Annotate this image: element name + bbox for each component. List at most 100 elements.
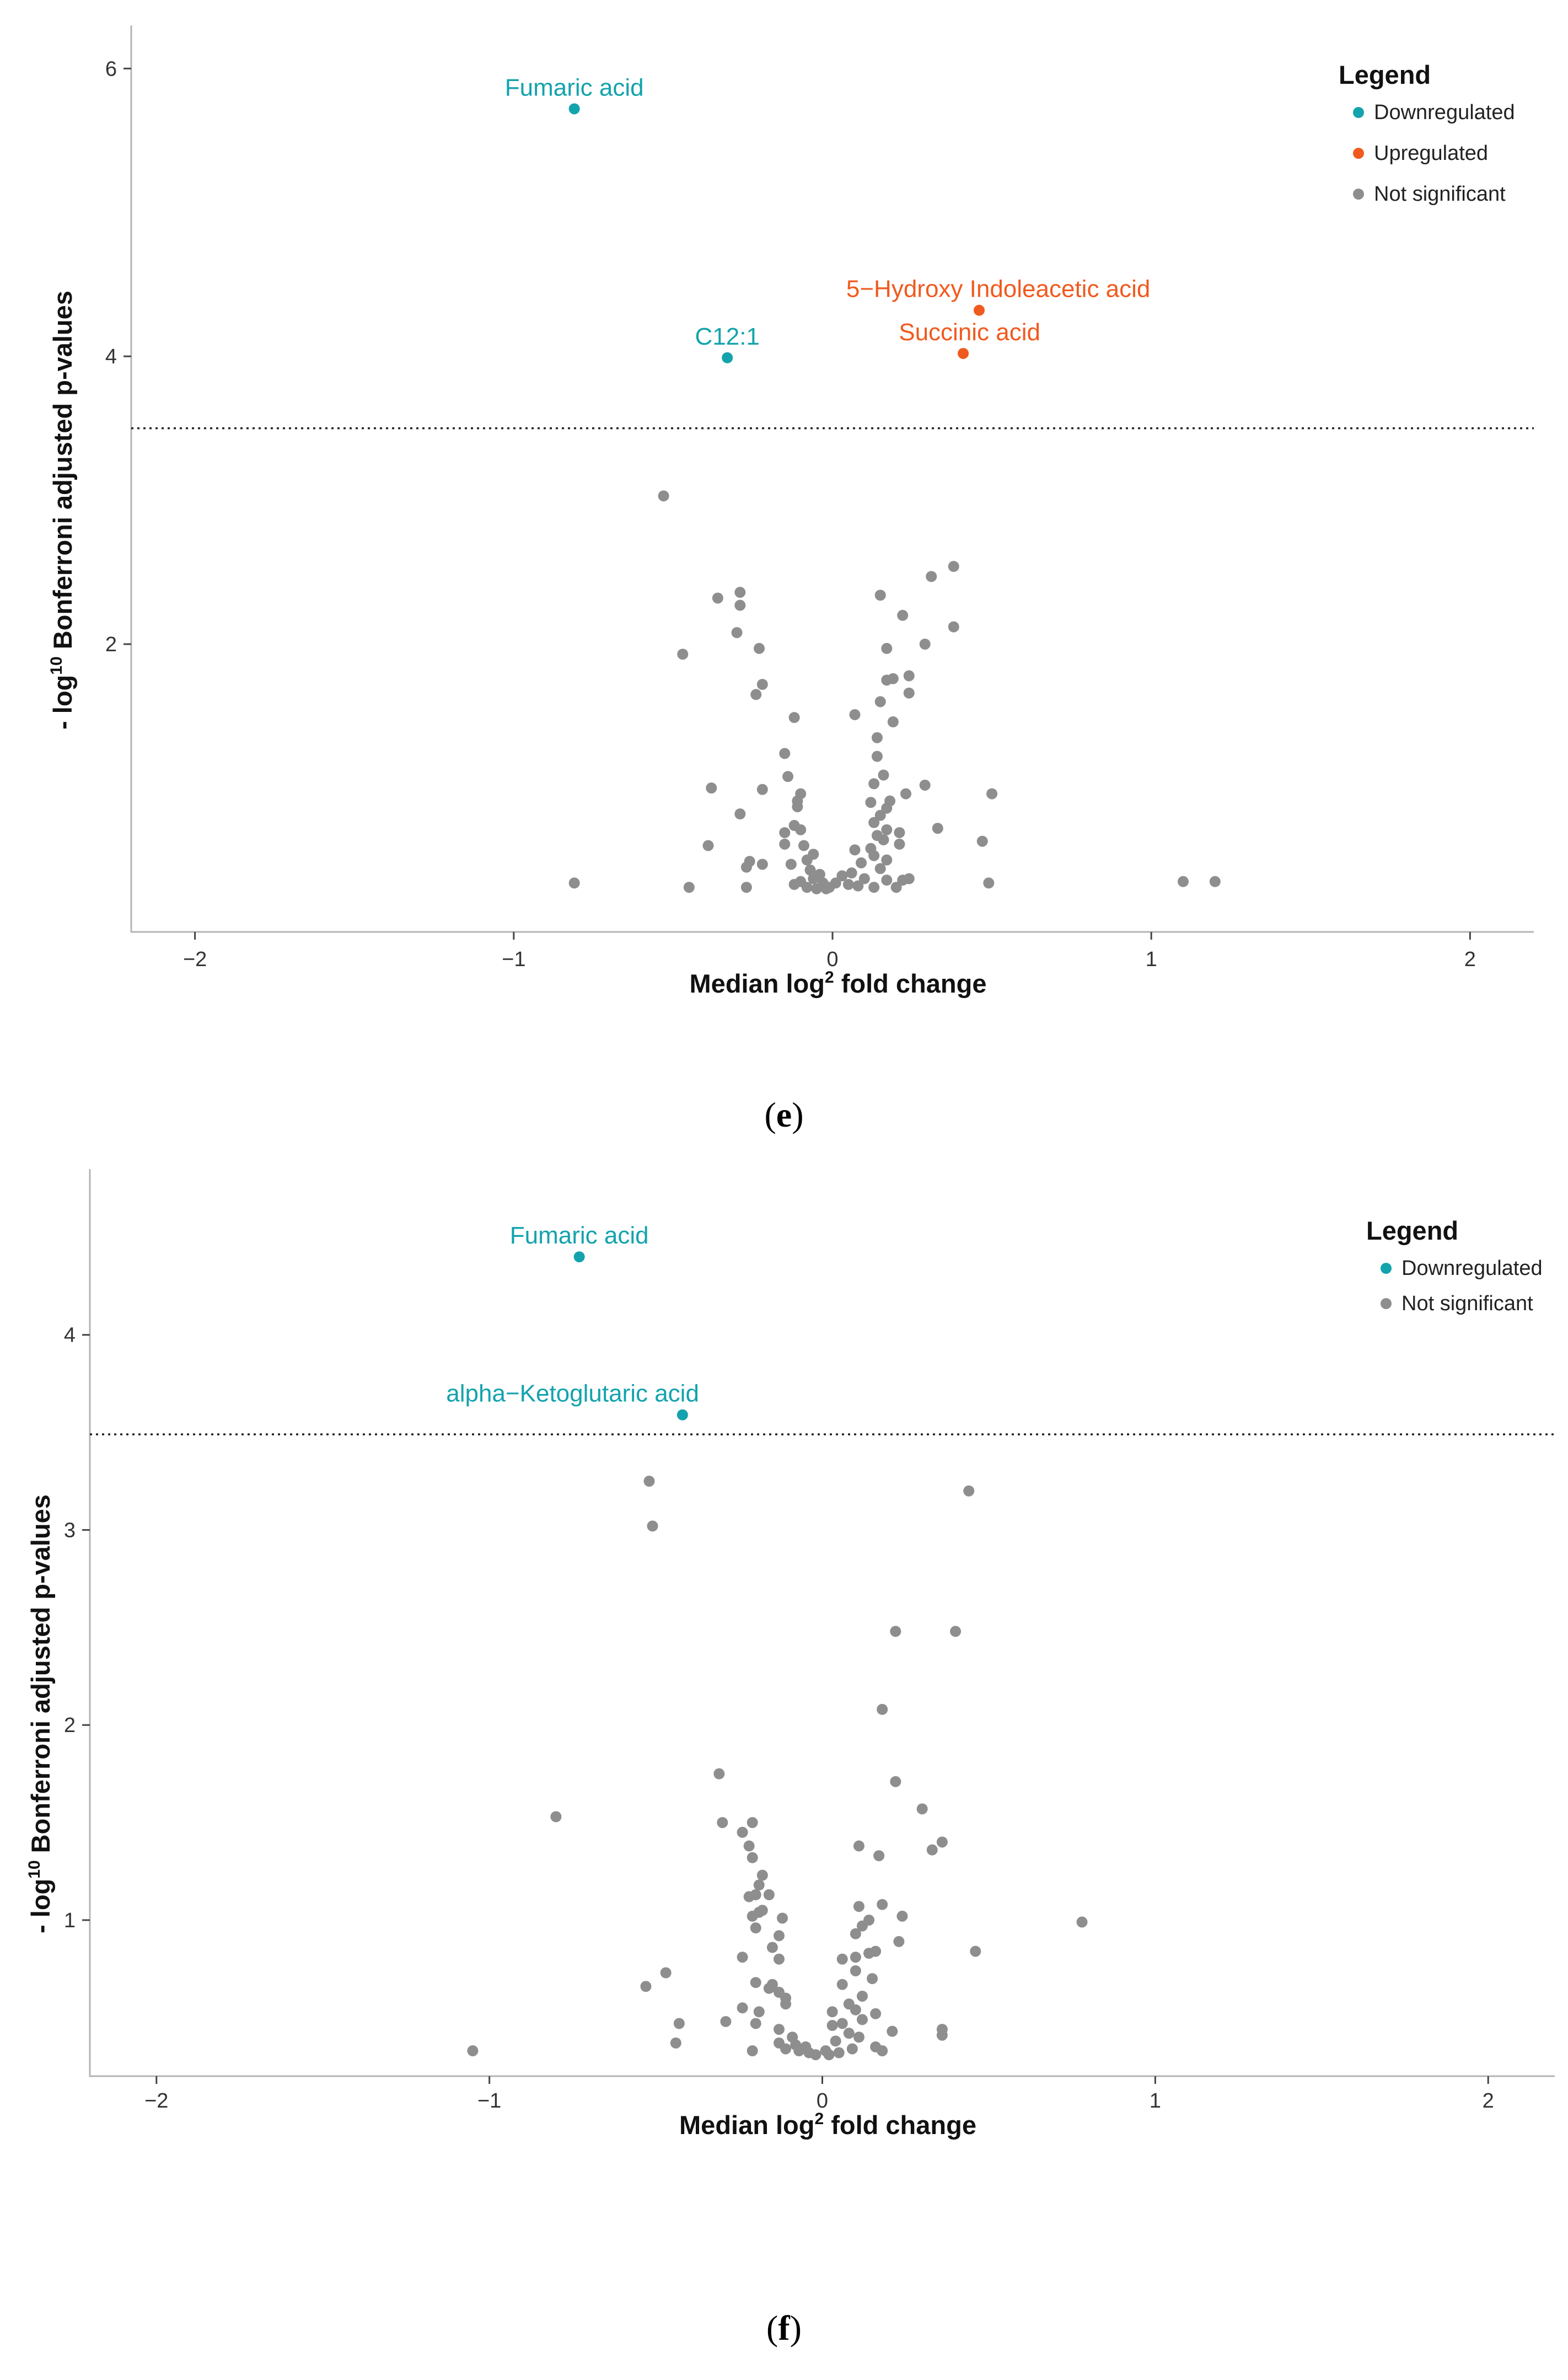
- point-not-significant: [890, 882, 902, 893]
- point-label: Succinic acid: [899, 319, 1040, 346]
- point-not-significant: [894, 827, 905, 838]
- point-not-significant: [788, 712, 800, 723]
- point-not-significant: [717, 1817, 728, 1829]
- point-not-significant: [747, 1817, 758, 1829]
- point-not-significant: [916, 1803, 928, 1815]
- y-tick-label: 3: [64, 1519, 76, 1542]
- point-not-significant: [873, 1850, 885, 1862]
- point-not-significant: [683, 882, 695, 893]
- x-tick-label: 1: [1146, 948, 1157, 971]
- point-downregulated: [722, 352, 733, 363]
- x-tick-label: 0: [826, 948, 838, 971]
- point-not-significant: [874, 863, 886, 875]
- point-not-significant: [874, 696, 886, 707]
- y-tick-label: 1: [64, 1909, 76, 1932]
- point-not-significant: [712, 592, 723, 604]
- legend-marker: [1381, 1298, 1392, 1309]
- point-not-significant: [963, 1485, 975, 1497]
- point-not-significant: [919, 779, 931, 791]
- point-not-significant: [731, 627, 743, 639]
- point-not-significant: [773, 2024, 785, 2035]
- point-not-significant: [658, 490, 669, 502]
- point-not-significant: [926, 1844, 938, 1856]
- point-not-significant: [936, 1836, 948, 1848]
- point-label: 5−Hydroxy Indoleacetic acid: [846, 276, 1151, 303]
- point-downregulated: [568, 103, 580, 115]
- point-not-significant: [897, 609, 909, 621]
- point-not-significant: [881, 802, 893, 814]
- y-tick-label: 6: [105, 57, 117, 81]
- point-not-significant: [890, 1776, 901, 1787]
- point-not-significant: [856, 2014, 868, 2025]
- point-not-significant: [843, 2028, 855, 2039]
- point-not-significant: [881, 642, 893, 654]
- point-not-significant: [1076, 1916, 1088, 1928]
- point-not-significant: [948, 561, 959, 572]
- point-not-significant: [896, 1910, 908, 1922]
- x-tick-label: 1: [1150, 2089, 1161, 2113]
- point-not-significant: [850, 1952, 861, 1963]
- point-not-significant: [734, 808, 746, 820]
- point-not-significant: [983, 877, 995, 889]
- point-not-significant: [810, 2049, 821, 2061]
- point-not-significant: [754, 642, 765, 654]
- point-not-significant: [777, 1912, 788, 1924]
- point-not-significant: [846, 2043, 858, 2055]
- point-not-significant: [881, 875, 893, 886]
- point-not-significant: [868, 817, 880, 828]
- point-not-significant: [702, 840, 714, 851]
- point-not-significant: [890, 1626, 901, 1637]
- point-not-significant: [842, 878, 854, 890]
- point-not-significant: [753, 1879, 765, 1891]
- point-downregulated: [676, 1409, 688, 1421]
- point-not-significant: [932, 823, 943, 834]
- point-not-significant: [740, 882, 752, 893]
- point-not-significant: [950, 1626, 962, 1637]
- point-not-significant: [677, 648, 689, 660]
- point-not-significant: [779, 838, 791, 850]
- point-not-significant: [780, 2043, 792, 2055]
- point-not-significant: [804, 864, 816, 876]
- point-not-significant: [849, 844, 861, 856]
- point-not-significant: [660, 1967, 672, 1979]
- point-upregulated: [973, 304, 985, 316]
- point-not-significant: [903, 687, 915, 699]
- point-not-significant: [1209, 876, 1221, 887]
- point-not-significant: [740, 861, 752, 873]
- point-not-significant: [734, 599, 746, 611]
- point-not-significant: [870, 2008, 882, 2019]
- point-not-significant: [737, 2002, 748, 2014]
- point-not-significant: [877, 2045, 888, 2057]
- point-not-significant: [868, 850, 880, 861]
- y-axis-title: - log10 Bonferroni adjusted p-values: [47, 291, 77, 730]
- point-not-significant: [856, 1990, 868, 2002]
- point-not-significant: [849, 709, 861, 720]
- point-not-significant: [852, 880, 864, 892]
- point-not-significant: [747, 1910, 758, 1922]
- point-not-significant: [737, 1952, 748, 1963]
- point-not-significant: [853, 1840, 864, 1852]
- point-not-significant: [850, 1928, 861, 1939]
- point-not-significant: [919, 639, 931, 650]
- point-not-significant: [640, 1981, 652, 1992]
- point-upregulated: [958, 347, 969, 359]
- point-not-significant: [756, 859, 768, 870]
- point-not-significant: [670, 2037, 681, 2049]
- point-not-significant: [887, 2025, 898, 2037]
- y-tick-label: 4: [64, 1324, 76, 1347]
- legend-entry: Downregulated: [1401, 1257, 1543, 1280]
- point-not-significant: [900, 788, 911, 800]
- point-not-significant: [779, 827, 791, 838]
- point-not-significant: [856, 1920, 868, 1932]
- point-not-significant: [970, 1945, 981, 1957]
- legend-marker: [1353, 189, 1364, 200]
- point-not-significant: [858, 873, 870, 885]
- point-not-significant: [868, 882, 880, 893]
- point-not-significant: [826, 2006, 838, 2018]
- point-not-significant: [863, 1948, 875, 1959]
- point-not-significant: [750, 1922, 761, 1934]
- point-not-significant: [782, 771, 794, 782]
- point-not-significant: [836, 870, 848, 882]
- legend-marker: [1353, 148, 1364, 159]
- point-not-significant: [734, 587, 746, 598]
